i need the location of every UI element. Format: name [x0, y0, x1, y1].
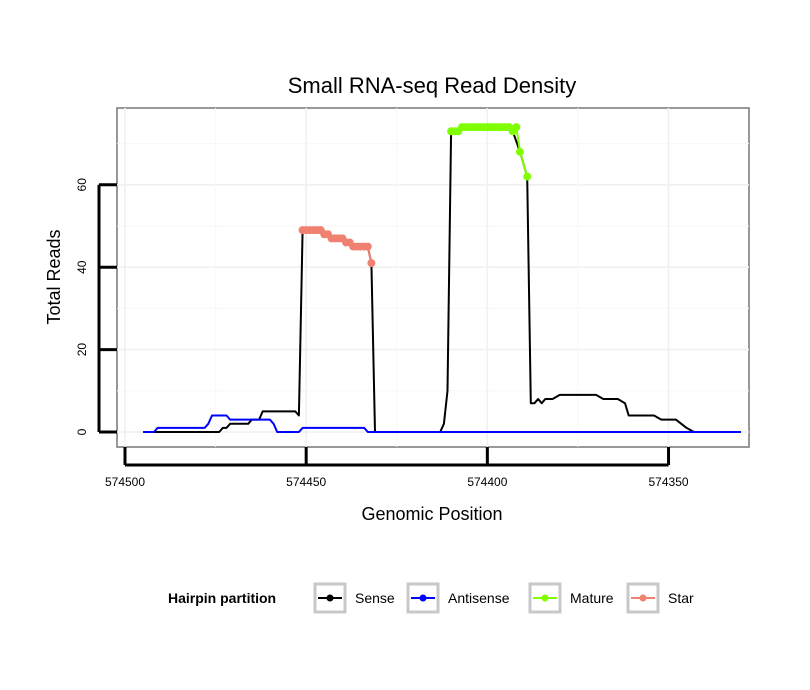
- x-tick-label: 574450: [286, 475, 326, 489]
- legend-key-point-sense: [326, 594, 334, 602]
- antisense-line: [143, 414, 741, 433]
- legend-label-antisense: Antisense: [448, 590, 510, 606]
- x-tick-label: 574350: [649, 475, 689, 489]
- grid-lines: [117, 108, 749, 447]
- legend: Hairpin partition Sense Antisense Mature St…: [168, 582, 694, 614]
- y-axis-title: Total Reads: [44, 229, 64, 324]
- series-layer: [143, 123, 741, 433]
- x-axis-title: Genomic Position: [361, 504, 502, 524]
- legend-key-point-antisense: [419, 594, 427, 602]
- mature-point: [512, 123, 521, 132]
- star-point: [363, 242, 372, 251]
- legend-label-mature: Mature: [570, 590, 614, 606]
- plot-panel: [116, 107, 750, 448]
- axes: 0 20 40 60 574500 574450 574400 574350: [75, 178, 689, 489]
- legend-key-point-mature: [541, 594, 549, 602]
- sense-line: [143, 126, 741, 433]
- chart-title: Small RNA-seq Read Density: [288, 73, 577, 98]
- x-tick-label: 574400: [467, 475, 507, 489]
- legend-label-sense: Sense: [355, 590, 395, 606]
- mature-point: [515, 147, 524, 156]
- legend-key-point-star: [639, 594, 647, 602]
- mature-point: [523, 172, 532, 181]
- y-tick-label: 20: [75, 343, 89, 357]
- x-tick-label: 574500: [105, 475, 145, 489]
- legend-label-star: Star: [668, 590, 694, 606]
- y-tick-label: 0: [75, 428, 89, 435]
- legend-title: Hairpin partition: [168, 590, 276, 606]
- y-tick-label: 40: [75, 260, 89, 274]
- star-point: [367, 259, 376, 268]
- y-tick-label: 60: [75, 178, 89, 192]
